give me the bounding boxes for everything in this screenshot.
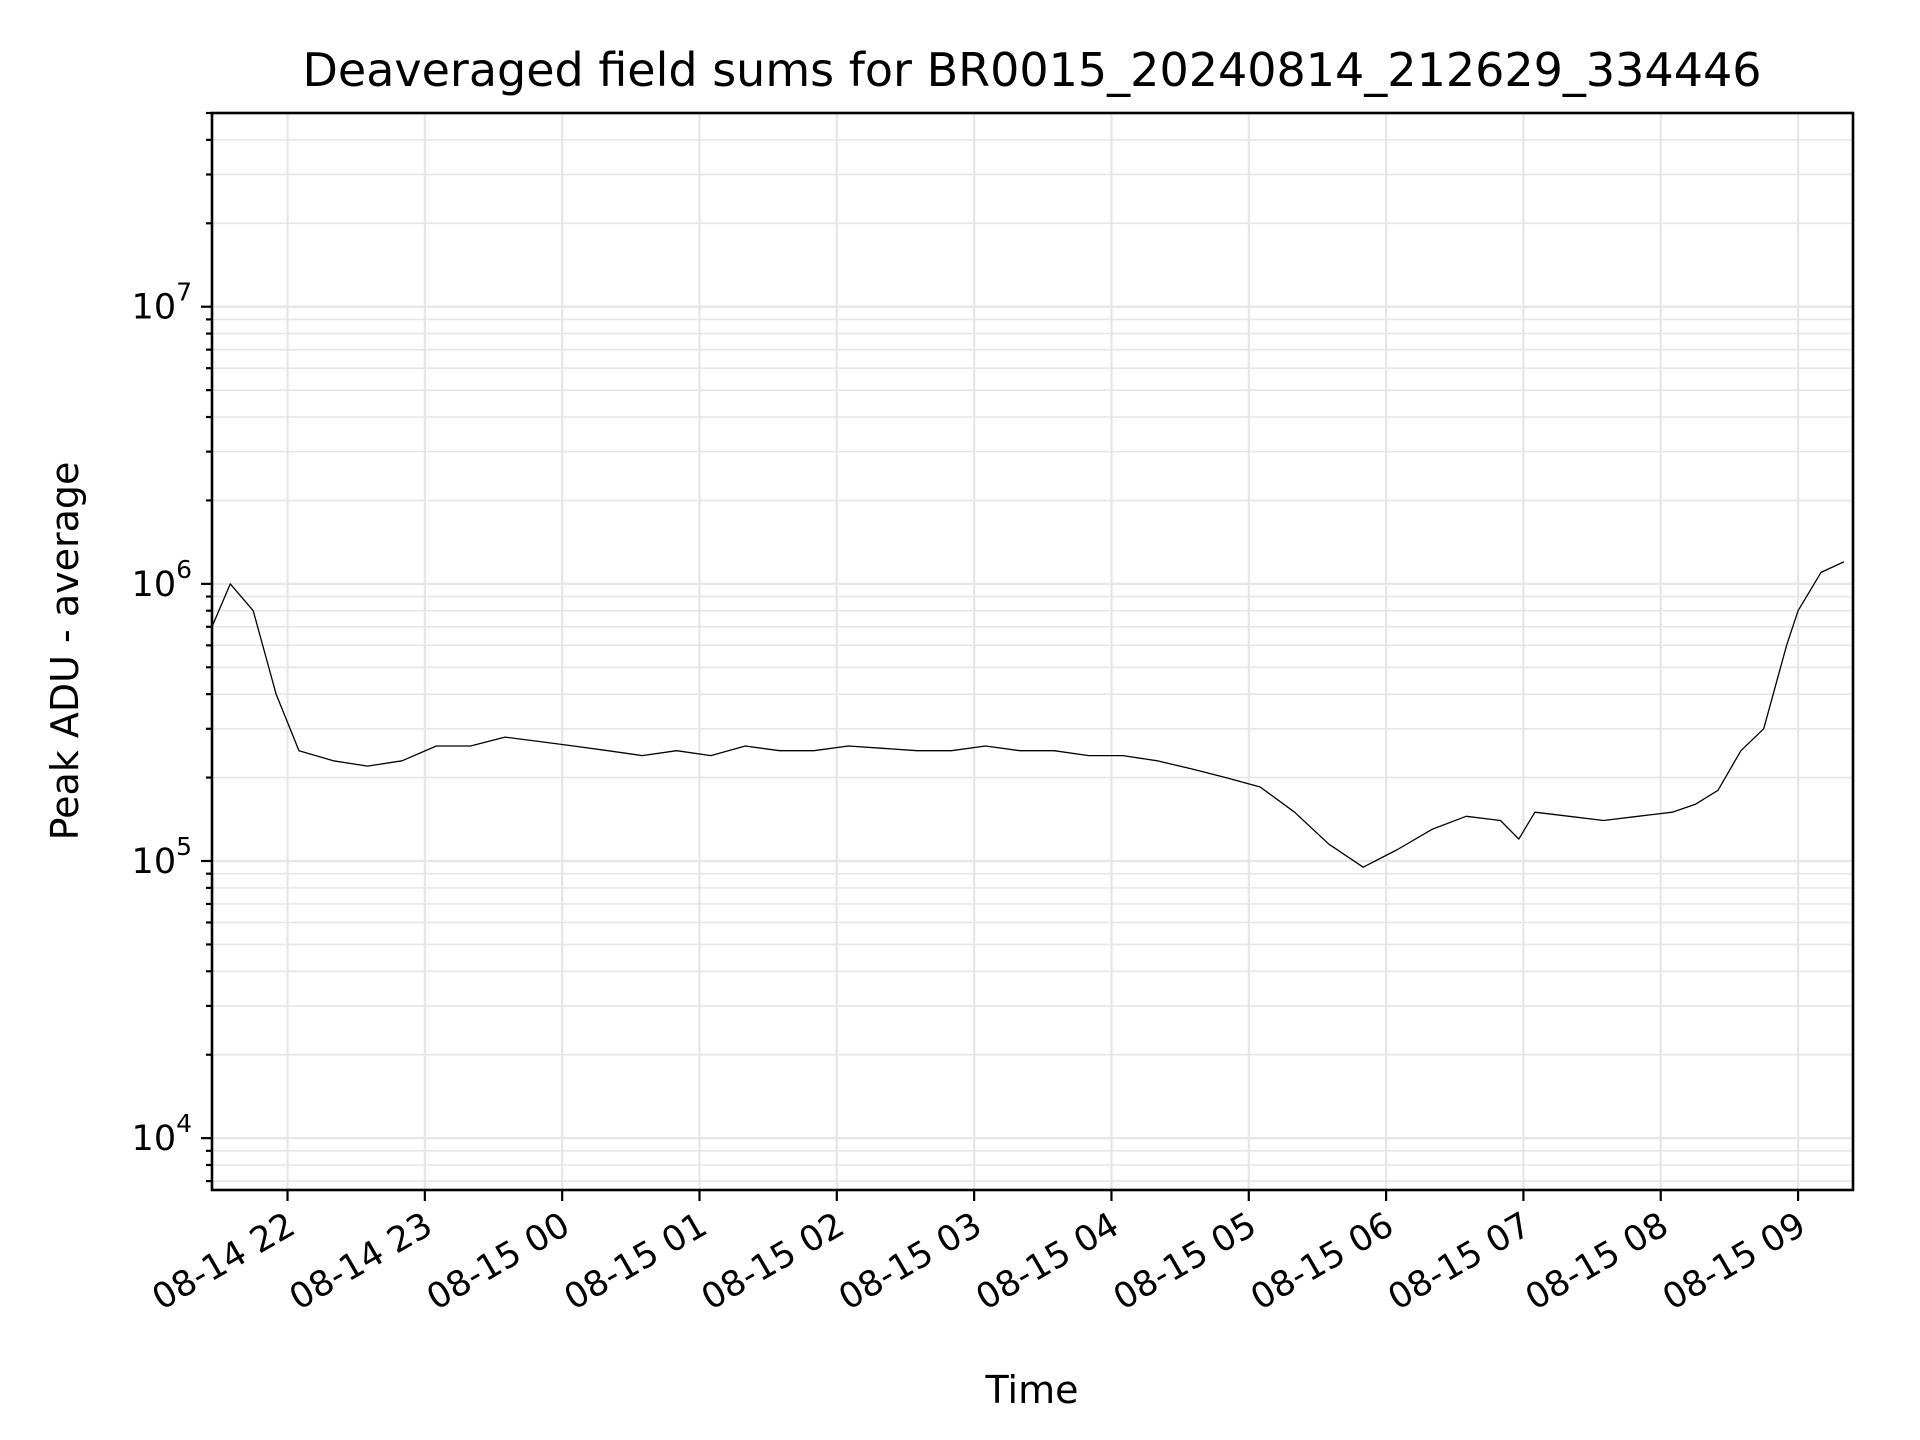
- grid: [212, 112, 1853, 1190]
- series-line: [211, 561, 1845, 868]
- y-tick-label: 106: [132, 555, 192, 605]
- x-tick-label: 08-15 02: [695, 1205, 851, 1318]
- x-tick-label: 08-15 00: [420, 1205, 576, 1318]
- x-tick-label: 08-15 03: [832, 1205, 988, 1318]
- x-tick-label: 08-14 23: [283, 1205, 439, 1318]
- x-tick-label: 08-15 09: [1656, 1205, 1812, 1318]
- y-tick-label: 104: [132, 1109, 192, 1159]
- x-tick-label: 08-14 22: [146, 1205, 302, 1318]
- chart-title: Deaveraged field sums for BR0015_2024081…: [302, 43, 1761, 97]
- x-tick-label: 08-15 06: [1244, 1205, 1400, 1318]
- x-tick-label: 08-15 01: [558, 1205, 714, 1318]
- x-tick-label: 08-15 05: [1107, 1205, 1263, 1318]
- y-axis-label: Peak ADU - average: [43, 462, 87, 841]
- y-tick-label: 105: [132, 832, 192, 882]
- x-tick-label: 08-15 07: [1382, 1205, 1538, 1318]
- series-layer: [211, 561, 1845, 868]
- plot-frame: [210, 111, 1855, 1192]
- y-tick-label: 107: [132, 278, 192, 328]
- x-axis-label: Time: [985, 1368, 1079, 1412]
- x-tick-label: 08-15 04: [970, 1205, 1126, 1318]
- x-tick-label: 08-15 08: [1519, 1205, 1675, 1318]
